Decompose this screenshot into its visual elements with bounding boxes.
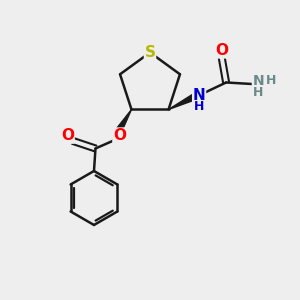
Text: O: O <box>61 128 74 143</box>
Text: S: S <box>145 45 155 60</box>
Text: O: O <box>113 128 126 143</box>
Text: O: O <box>215 43 228 58</box>
Text: N: N <box>193 88 206 104</box>
Text: H: H <box>266 74 276 88</box>
Polygon shape <box>115 110 131 134</box>
Polygon shape <box>169 93 198 110</box>
Text: N: N <box>252 74 264 88</box>
Text: H: H <box>253 86 263 100</box>
Text: H: H <box>194 100 204 113</box>
